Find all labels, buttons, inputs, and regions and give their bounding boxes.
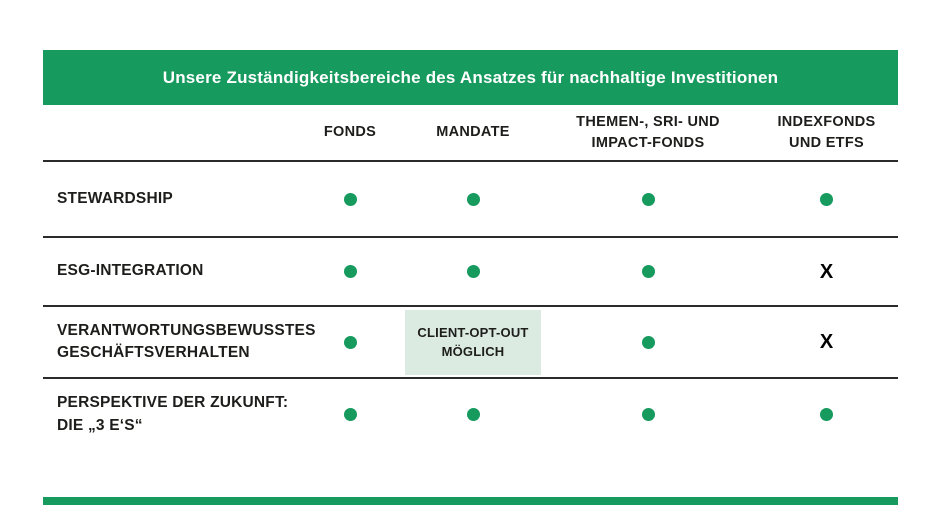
green-dot xyxy=(466,192,480,206)
bottom-green-bar xyxy=(43,497,898,505)
cell-verantwortungsbewusstes-geschaeftsverhalten-indexfonds-etfs: X xyxy=(755,307,898,379)
x-mark: X xyxy=(819,331,834,353)
cell-esg-integration-mandate xyxy=(405,238,541,307)
row-label-verantwortungsbewusstes-geschaeftsverhalten: VERANTWORTUNGSBEWUSSTES GESCHÄFTSVERHALTE… xyxy=(43,307,315,379)
green-dot xyxy=(343,335,357,349)
green-dot xyxy=(343,265,357,278)
cell-perspektive-der-zukunft-fonds xyxy=(295,379,405,450)
cell-esg-integration-indexfonds-etfs: X xyxy=(755,238,898,307)
cell-perspektive-der-zukunft-mandate xyxy=(405,379,541,450)
row-label-perspektive-der-zukunft: PERSPEKTIVE DER ZUKUNFT: DIE „3 E‘S“ xyxy=(57,394,289,434)
green-dot xyxy=(641,192,655,206)
table-corner-spacer xyxy=(43,105,295,162)
column-header-mandate: MANDATE xyxy=(405,105,541,162)
cell-esg-integration-themen-sri-impact-fonds xyxy=(541,238,755,307)
green-dot xyxy=(820,408,833,421)
cell-stewardship-themen-sri-impact-fonds xyxy=(541,162,755,238)
cell-verantwortungsbewusstes-geschaeftsverhalten-fonds xyxy=(295,307,405,379)
column-header-themen-sri-impact-fonds: THEMEN-, SRI- UND IMPACT-FONDS xyxy=(541,105,755,162)
green-dot xyxy=(641,335,655,349)
cell-stewardship-mandate xyxy=(405,162,541,238)
column-header-indexfonds-etfs: INDEXFONDS UND ETFS xyxy=(755,105,898,162)
green-dot xyxy=(466,265,480,278)
cell-esg-integration-fonds xyxy=(295,238,405,307)
cell-stewardship-fonds xyxy=(295,162,405,238)
title-bar: Unsere Zuständigkeitsbereiche des Ansatz… xyxy=(43,50,898,105)
row-label-stewardship: STEWARDSHIP xyxy=(43,162,295,238)
row-label-esg-integration: ESG-INTEGRATION xyxy=(43,238,295,307)
page-title: Unsere Zuständigkeitsbereiche des Ansatz… xyxy=(162,67,779,87)
green-dot xyxy=(466,408,480,421)
green-dot xyxy=(343,408,357,421)
cell-verantwortungsbewusstes-geschaeftsverhalten-themen-sri-impact-fonds xyxy=(541,307,755,379)
green-dot xyxy=(641,265,655,278)
cell-perspektive-der-zukunft-themen-sri-impact-fonds xyxy=(541,379,755,450)
client-opt-out-badge: CLIENT-OPT-OUT MÖGLICH xyxy=(405,309,541,375)
responsibility-matrix-table: FONDS MANDATE THEMEN-, SRI- UND IMPACT-FOND… xyxy=(43,105,898,450)
green-dot xyxy=(343,192,357,206)
green-dot xyxy=(641,408,655,421)
x-mark: X xyxy=(819,260,834,283)
cell-verantwortungsbewusstes-geschaeftsverhalten-mandate: CLIENT-OPT-OUT MÖGLICH xyxy=(405,307,541,379)
cell-perspektive-der-zukunft-indexfonds-etfs xyxy=(755,379,898,450)
column-header-fonds: FONDS xyxy=(295,105,405,162)
cell-stewardship-indexfonds-etfs xyxy=(755,162,898,238)
green-dot xyxy=(820,192,833,206)
